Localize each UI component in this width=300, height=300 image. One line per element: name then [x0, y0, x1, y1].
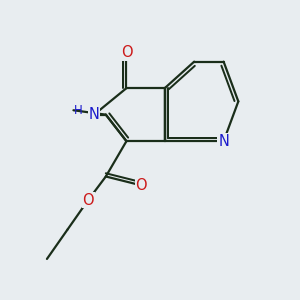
- Text: N: N: [218, 134, 229, 149]
- Text: N: N: [88, 107, 100, 122]
- Text: O: O: [82, 193, 94, 208]
- Text: O: O: [135, 178, 147, 193]
- Text: H: H: [74, 104, 82, 117]
- Text: O: O: [121, 45, 132, 60]
